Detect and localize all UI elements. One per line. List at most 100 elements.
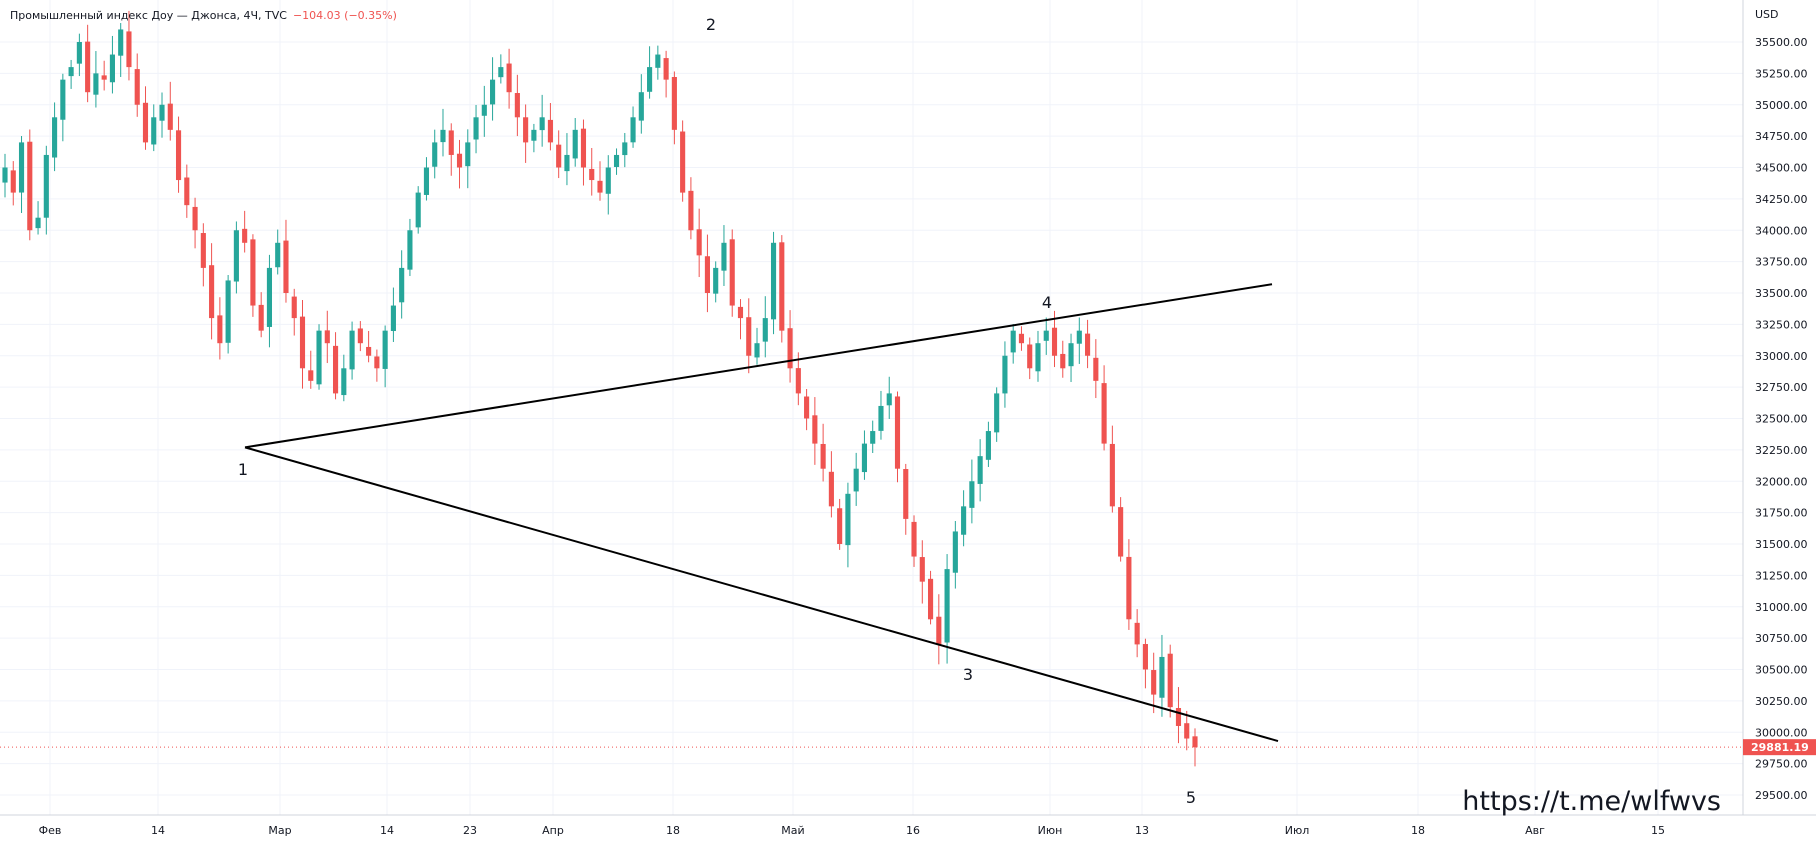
candle-body [266,267,273,327]
candle-body [506,63,512,93]
x-tick-label: Мар [268,824,291,837]
candle-body [175,130,182,181]
candle-body [134,69,140,105]
y-tick-label: 30750.00 [1755,632,1808,645]
candle-body [101,75,107,80]
candle [1018,326,1025,351]
candle-body [804,396,810,419]
x-tick-label: 23 [463,824,477,837]
candle [456,139,463,189]
candle-body [184,177,190,206]
candle [85,24,91,103]
candle-body [399,267,405,303]
candle [870,420,876,454]
candle-body [316,330,322,385]
candle [721,225,727,287]
candle-body [547,119,553,143]
candle [861,430,868,480]
candle [663,50,669,98]
wave-label-2: 2 [706,15,716,34]
upper-trendline [244,283,1273,449]
candle [1192,728,1198,767]
candle-body [1085,333,1091,356]
candle-body [812,415,818,444]
candle-body [886,393,892,406]
candle [1068,333,1074,383]
candle-body [109,54,115,83]
time-axis: Фев 14 Мар 14 23 Апр 18 Май 16 Июн 13 Июл 18 Авг 15 [0,814,1816,837]
candle-body [390,305,396,332]
wave-label-1: 1 [238,460,248,479]
candle-body [1109,443,1115,507]
candle [746,298,752,374]
x-tick-label: Июл [1285,824,1310,837]
x-tick-label: Авг [1525,824,1545,837]
candle-body [341,368,347,396]
x-tick-label: Май [781,824,804,837]
y-tick-label: 31750.00 [1755,507,1808,520]
candle-body [952,531,958,573]
candle [151,104,157,152]
candle [523,104,529,163]
candle [366,330,372,363]
x-tick-label: 18 [666,824,680,837]
candle-body [704,256,710,293]
candle-body [1035,343,1041,372]
candle-body [68,67,74,77]
candle [1126,539,1132,630]
symbol-title: Промышленный индекс Доу — Джонса, 4Ч, TV… [10,9,287,22]
candle [911,515,917,567]
wave-label-3: 3 [963,665,973,684]
candle [713,261,719,303]
candle-body [613,154,620,167]
candle [18,135,25,214]
candle-body [357,328,363,344]
candle [167,81,173,141]
candle-body [737,306,744,319]
candle [994,387,1000,442]
candle-body [985,431,991,460]
candle [1010,324,1016,364]
candle [704,234,710,313]
candle [514,74,520,137]
candle-body [746,317,752,356]
candle [762,296,768,358]
current-price-badge [1743,739,1816,756]
candle [341,354,347,402]
y-tick-label: 32250.00 [1755,444,1808,457]
candle-body [589,168,595,181]
candle-body [27,141,33,231]
candle [630,106,636,148]
candle-body [126,31,132,68]
candle [878,390,884,440]
candle-body [1093,357,1099,381]
candle-body [721,242,727,271]
candle [952,520,958,589]
candle-body [473,117,479,140]
candle-body [1118,507,1124,557]
candle-body [217,315,223,344]
candle [927,570,934,625]
x-tick-label: 18 [1411,824,1425,837]
candle [291,288,297,336]
candle [655,45,661,80]
y-tick-label: 29750.00 [1755,758,1808,771]
candle-body [853,468,859,492]
candle-body [1101,383,1107,444]
candle [275,229,281,275]
candle-body [622,142,628,156]
candle-body [911,521,917,557]
y-tick-label: 29500.00 [1755,789,1808,802]
candle [613,148,620,175]
candle-body [456,153,463,168]
candle-body [754,343,760,358]
chart-header: Промышленный индекс Доу — Джонса, 4Ч, TV… [10,9,397,22]
candle-body [85,41,91,93]
candle [142,86,149,150]
candle [68,59,74,89]
candle [349,321,355,380]
candle [134,53,140,117]
candle [250,234,256,317]
candle [175,116,182,193]
